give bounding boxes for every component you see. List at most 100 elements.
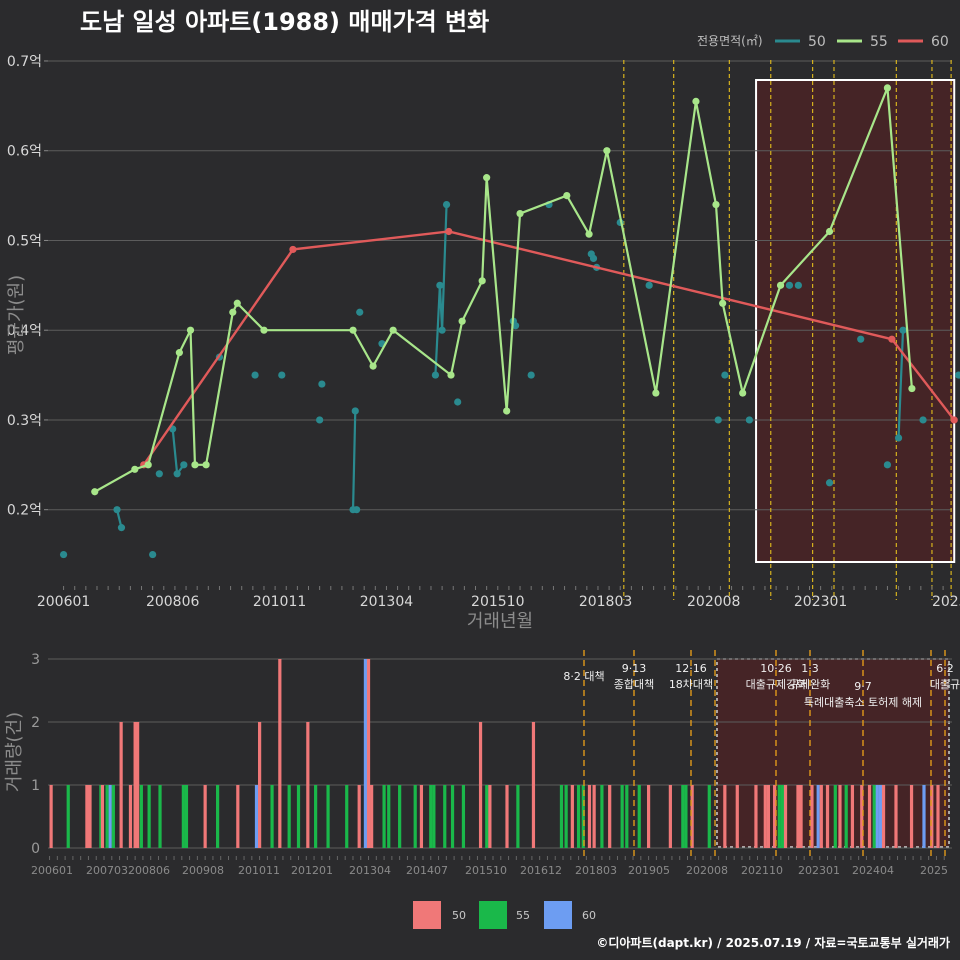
series-55-point (603, 147, 611, 155)
series-50-point (173, 470, 181, 478)
top-legend: 전용면적(㎡) 50 55 60 (697, 34, 949, 50)
bar-55 (387, 785, 391, 848)
series-50-point (438, 326, 446, 334)
series-55-point (349, 326, 357, 334)
series-55-point (585, 230, 593, 238)
bar-50 (894, 785, 898, 848)
bar-50 (370, 785, 374, 848)
series-50-line (897, 330, 905, 438)
series-50-point (180, 461, 188, 469)
series-50-point (59, 550, 68, 559)
series-60-point (289, 245, 297, 254)
policy-annotation: 종합대책 (614, 678, 654, 691)
series-50-point (155, 470, 163, 478)
series-55-point (503, 407, 511, 415)
x-tick-label: 201905 (628, 864, 670, 877)
bar-50 (419, 785, 424, 848)
bar-55 (844, 785, 848, 848)
bar-55 (581, 785, 585, 848)
bar-50 (909, 785, 914, 848)
series-55-point (692, 97, 700, 105)
y-tick-label: 0.3억 (7, 413, 42, 429)
x-tick-label: 200703 (86, 864, 128, 877)
x-tick-label: 202110 (741, 864, 783, 877)
series-50-point (919, 416, 927, 424)
chart-title: 도남 일성 아파트(1988) 매매가격 변화 (80, 8, 489, 36)
policy-annotation: 특례대출축소 토허제 해제 (804, 695, 922, 709)
series-50-point (899, 326, 907, 334)
y-tick-label: 1 (31, 778, 40, 794)
bar-55 (184, 785, 189, 848)
bar-50 (850, 785, 855, 848)
series-50-point (353, 506, 361, 514)
series-55-point (186, 326, 195, 334)
series-55-point (563, 191, 571, 200)
bar-50 (203, 785, 207, 848)
y-tick-label: 2 (31, 715, 40, 731)
bar-55 (576, 785, 581, 848)
bar-50 (723, 785, 727, 848)
bar-55 (429, 785, 433, 848)
bar-55 (111, 785, 115, 848)
bar-60 (816, 785, 820, 848)
bar-55 (600, 785, 604, 848)
series-50-point (527, 371, 535, 379)
bar-50 (505, 785, 509, 848)
bar-55 (139, 785, 143, 848)
bar-50 (136, 722, 140, 848)
y-tick-label: 0.4억 (7, 323, 42, 339)
policy-annotation: 10·26 (760, 662, 792, 675)
bar-50 (783, 785, 788, 848)
policy-annotation: 8·2 대책 (563, 670, 604, 683)
bar-50 (119, 722, 123, 848)
series-50-point (721, 371, 729, 379)
series-50-point (113, 506, 121, 514)
bar-55 (215, 785, 220, 848)
bar-50 (668, 785, 672, 848)
legend-label-55: 55 (870, 34, 888, 50)
y-tick-label: 0.7억 (7, 54, 42, 70)
series-60-point (950, 416, 958, 424)
series-55-point (458, 317, 466, 325)
bar-55 (559, 785, 564, 848)
policy-annotation: 대출규 (930, 678, 960, 691)
bar-60 (363, 659, 368, 848)
bar-50 (531, 722, 536, 848)
bar-55 (777, 785, 781, 848)
bar-50 (570, 785, 574, 848)
series-50-point (745, 416, 753, 424)
bar-legend-label-60: 60 (582, 909, 596, 922)
series-50-point (454, 398, 462, 406)
bar-50 (88, 785, 92, 848)
x-tick-label: 200601 (37, 594, 90, 610)
bar-50 (819, 785, 823, 848)
x-tick-label: 2025 (920, 864, 948, 877)
bar-55 (66, 785, 70, 848)
x-tick-label: 201803 (579, 594, 632, 610)
series-55-point (652, 389, 660, 397)
bar-50 (357, 785, 361, 848)
bar-55 (707, 785, 711, 848)
bar-55 (461, 785, 466, 848)
bar-50 (85, 785, 89, 848)
bar-55 (181, 785, 185, 848)
bar-legend-label-50: 50 (452, 909, 466, 922)
bar-50 (608, 785, 612, 848)
bar-55 (382, 785, 386, 848)
bar-55 (443, 785, 447, 848)
bar-50 (587, 785, 592, 848)
bar-50 (646, 785, 651, 848)
series-50-point (149, 550, 157, 559)
bar-55 (398, 785, 402, 848)
y-axis-label: 평균가(원) (6, 275, 27, 355)
x-tick-label: 201803 (575, 864, 617, 877)
series-50-point (645, 281, 653, 289)
bar-50 (478, 722, 483, 848)
bar-55 (516, 785, 520, 848)
bar-legend-swatch-60 (544, 901, 572, 929)
x-tick-label: 202404 (852, 864, 894, 877)
series-50-point (251, 371, 259, 379)
bar-55 (625, 785, 629, 848)
x-tick-label: 200601 (31, 864, 73, 877)
